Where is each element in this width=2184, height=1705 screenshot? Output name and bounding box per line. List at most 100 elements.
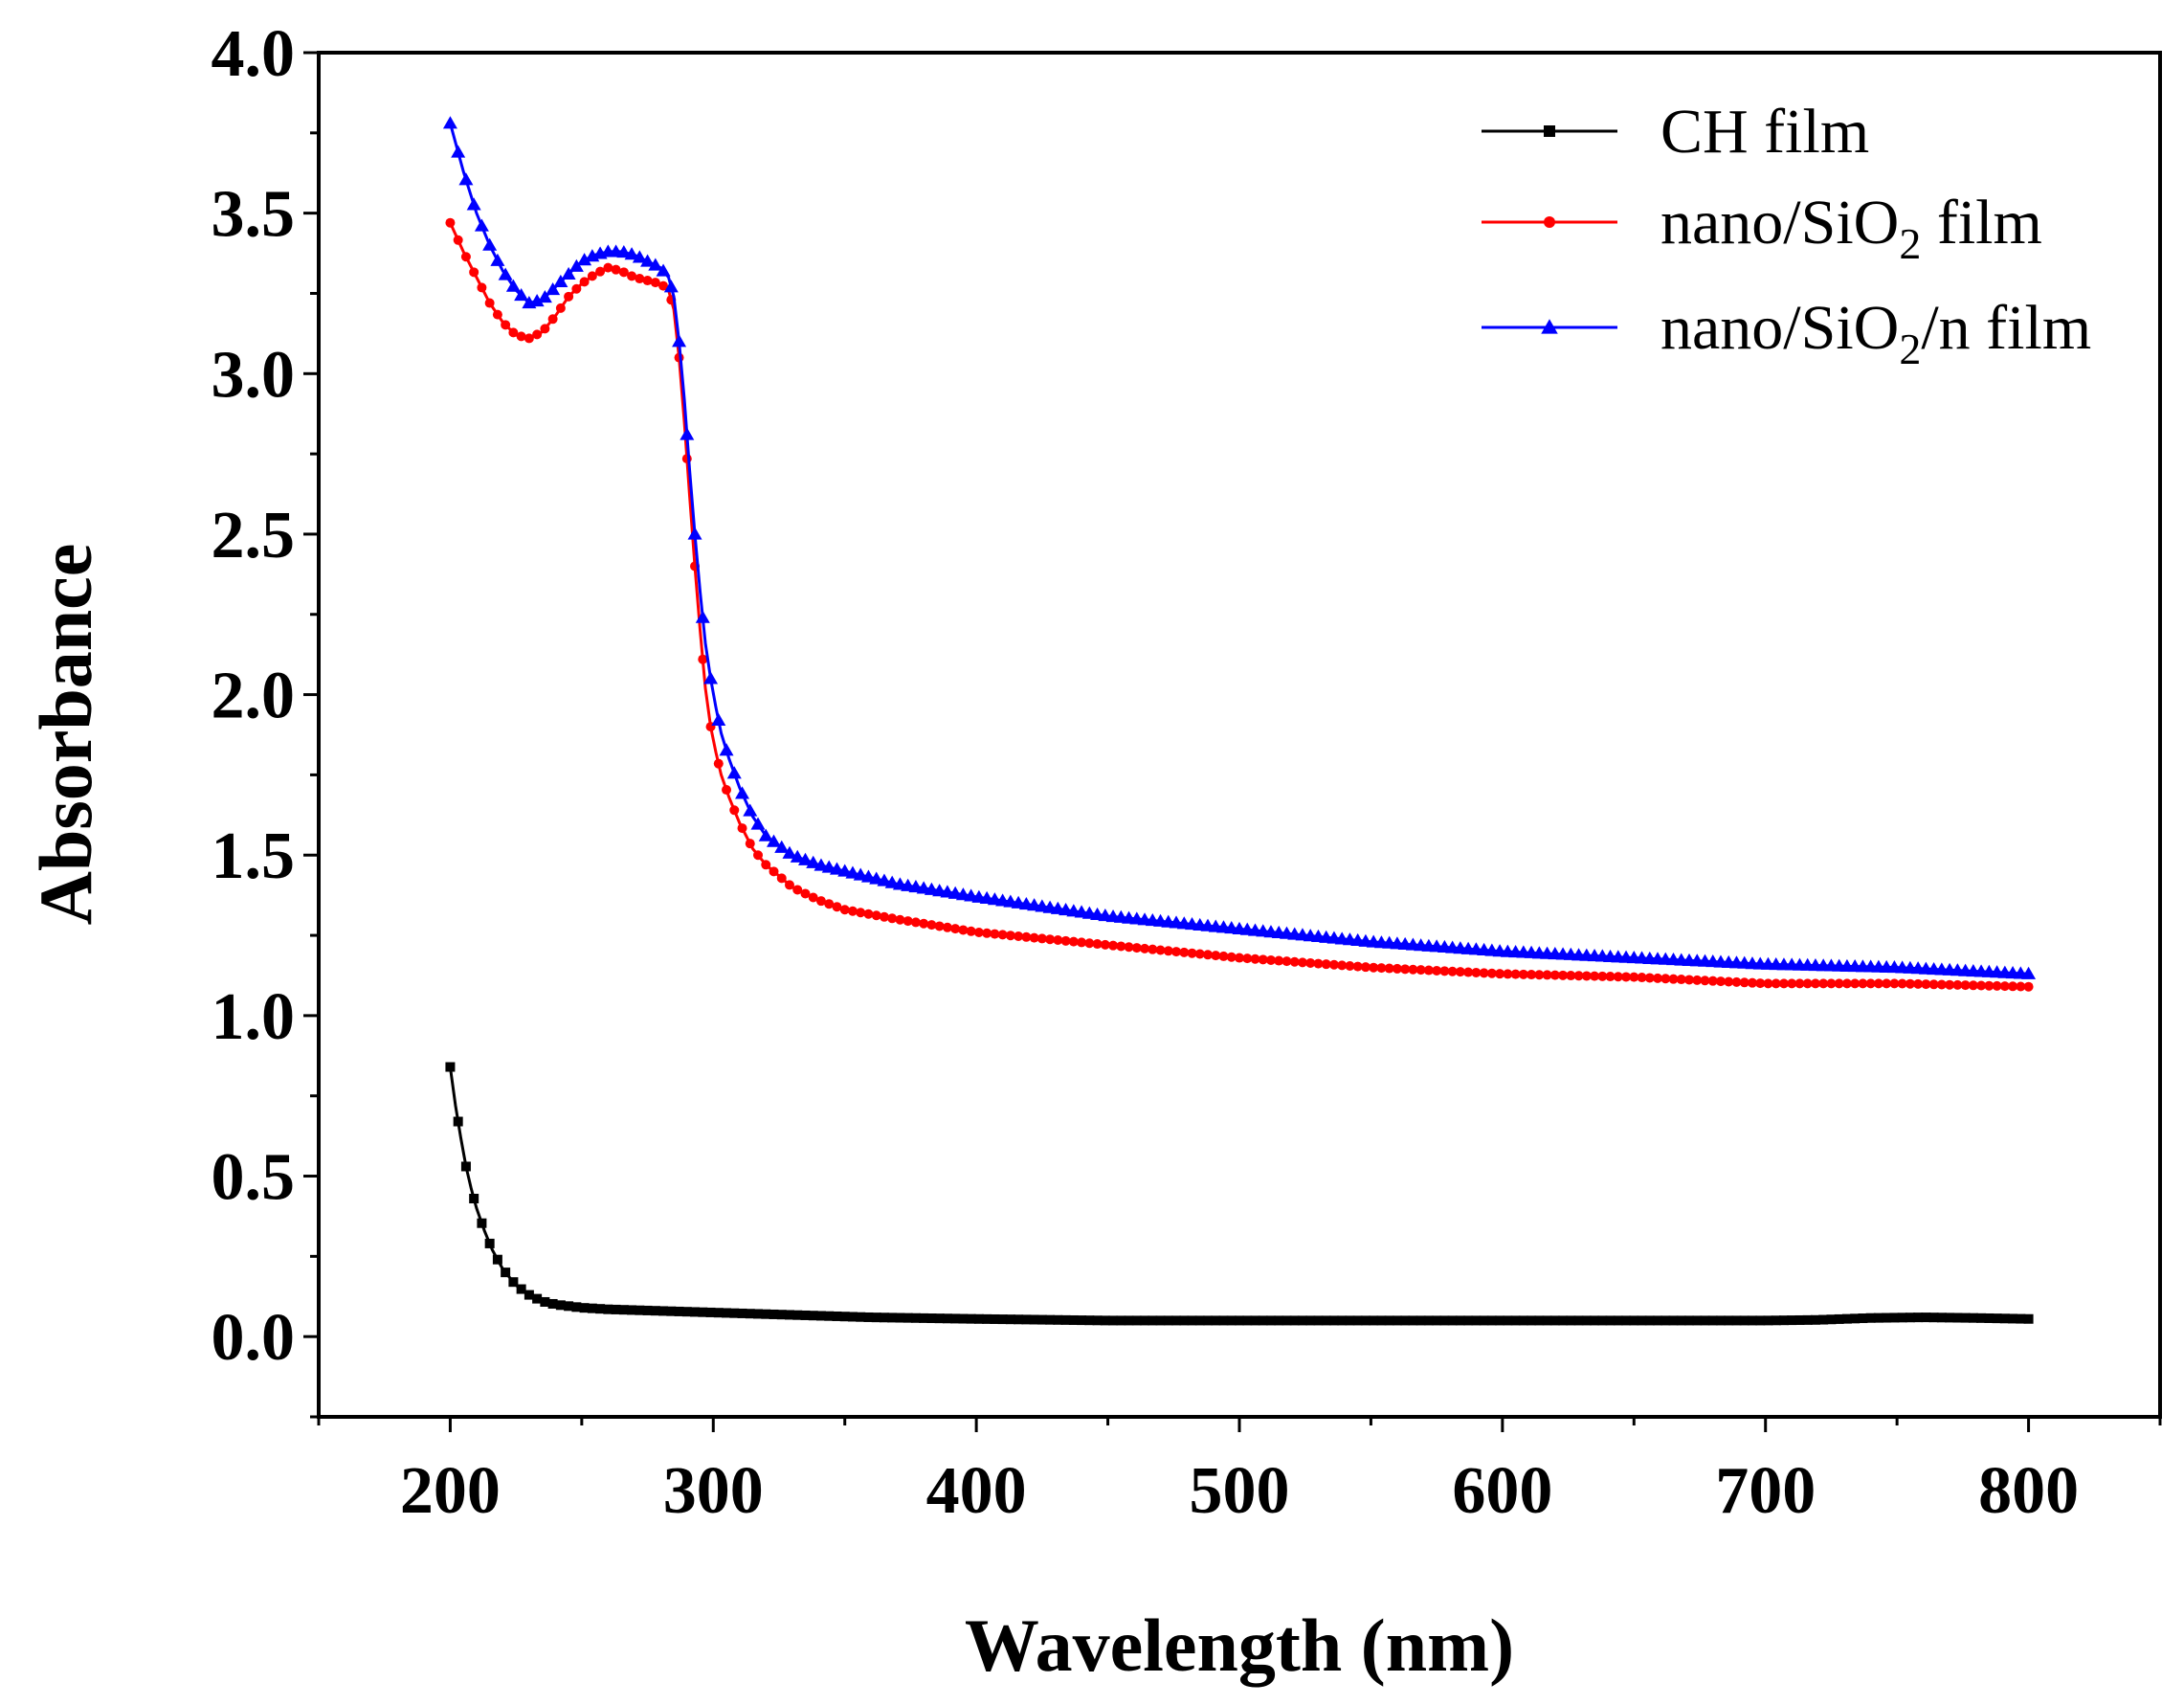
data-point [1707, 1315, 1718, 1326]
data-point [611, 1304, 621, 1314]
data-point [1376, 963, 1387, 974]
data-point [1369, 962, 1379, 973]
data-point [1281, 956, 1292, 967]
data-point [863, 1312, 874, 1322]
data-point [1510, 969, 1521, 979]
data-point [577, 253, 592, 266]
data-point [1289, 956, 1300, 967]
data-point [595, 1304, 606, 1314]
data-point [1755, 1315, 1766, 1326]
data-point [477, 282, 487, 293]
data-point [806, 855, 821, 868]
data-point [1834, 978, 1844, 989]
data-point [761, 1309, 771, 1319]
data-point [453, 235, 463, 245]
data-point [1621, 972, 1632, 982]
data-point [445, 1062, 456, 1072]
data-point [681, 1307, 692, 1317]
data-point [784, 1310, 794, 1320]
data-point [1400, 964, 1411, 975]
data-point [719, 743, 734, 756]
data-point [1274, 955, 1284, 966]
data-point [1486, 1315, 1497, 1326]
data-point [997, 1314, 1008, 1325]
data-point [1597, 1315, 1608, 1326]
data-point [776, 873, 787, 884]
y-tick-label: 1.5 [212, 819, 296, 893]
x-tick-label: 600 [1452, 1454, 1552, 1528]
data-point [1124, 942, 1134, 953]
data-point [1423, 1315, 1434, 1326]
data-point [895, 1312, 905, 1323]
data-point [1179, 1315, 1190, 1326]
data-point [1668, 974, 1679, 984]
data-point [1005, 1314, 1015, 1325]
data-point [1558, 970, 1569, 980]
legend-entry: nano/SiO2 film [1482, 188, 2042, 268]
data-point [1479, 1315, 1489, 1326]
data-point [611, 264, 621, 275]
legend-entry: CH film [1482, 97, 1869, 167]
data-point [1715, 1315, 1726, 1326]
data-point [1897, 1312, 1907, 1323]
data-point [482, 237, 498, 251]
data-point [1218, 1315, 1229, 1326]
data-point [1415, 1315, 1426, 1326]
data-point [1660, 974, 1671, 984]
data-point [490, 253, 505, 266]
data-point [1077, 937, 1087, 948]
data-point [1068, 936, 1079, 947]
data-point [547, 314, 558, 325]
x-axis-title: Wavelength (nm) [965, 1604, 1514, 1687]
data-point [926, 920, 937, 931]
data-point [1005, 931, 1015, 941]
data-point [903, 916, 913, 927]
data-point [950, 924, 961, 934]
data-point [474, 218, 489, 232]
data-point [824, 1311, 835, 1321]
data-point [658, 1306, 669, 1316]
data-point [1053, 935, 1063, 946]
data-point [1566, 1315, 1576, 1326]
data-point [1415, 965, 1426, 976]
data-point [1014, 1314, 1024, 1325]
series-2 [442, 116, 2037, 979]
data-point [942, 922, 952, 932]
data-point [1503, 1315, 1513, 1326]
data-point [2023, 981, 2034, 992]
data-point [767, 834, 782, 847]
data-point [1637, 1315, 1647, 1326]
data-point [477, 1218, 487, 1228]
data-point [847, 1312, 858, 1322]
data-point [648, 258, 663, 271]
y-tick-label: 4.0 [212, 17, 296, 91]
data-point [561, 266, 576, 280]
data-point [753, 850, 764, 861]
data-point [1945, 1312, 1955, 1323]
data-point [1747, 1315, 1757, 1326]
data-point [695, 610, 710, 623]
data-point [1794, 978, 1805, 989]
data-point [1471, 1315, 1482, 1326]
data-point [1810, 978, 1820, 989]
data-point [887, 913, 898, 924]
x-tick-label: 400 [926, 1454, 1027, 1528]
series-layer [442, 116, 2037, 1326]
data-point [784, 880, 794, 890]
data-point [1802, 978, 1813, 989]
data-point [516, 1284, 526, 1294]
data-point [863, 909, 874, 919]
data-point [847, 906, 858, 916]
data-point [1352, 1315, 1363, 1326]
data-point [460, 252, 471, 262]
data-point [1921, 1312, 1931, 1323]
data-point [1053, 1314, 1063, 1325]
data-point [1763, 978, 1773, 989]
data-point [1581, 971, 1592, 981]
x-tick-label: 300 [663, 1454, 764, 1528]
data-point [466, 197, 481, 211]
data-point [1479, 968, 1489, 978]
data-point [1455, 1315, 1465, 1326]
data-point [1447, 1315, 1458, 1326]
